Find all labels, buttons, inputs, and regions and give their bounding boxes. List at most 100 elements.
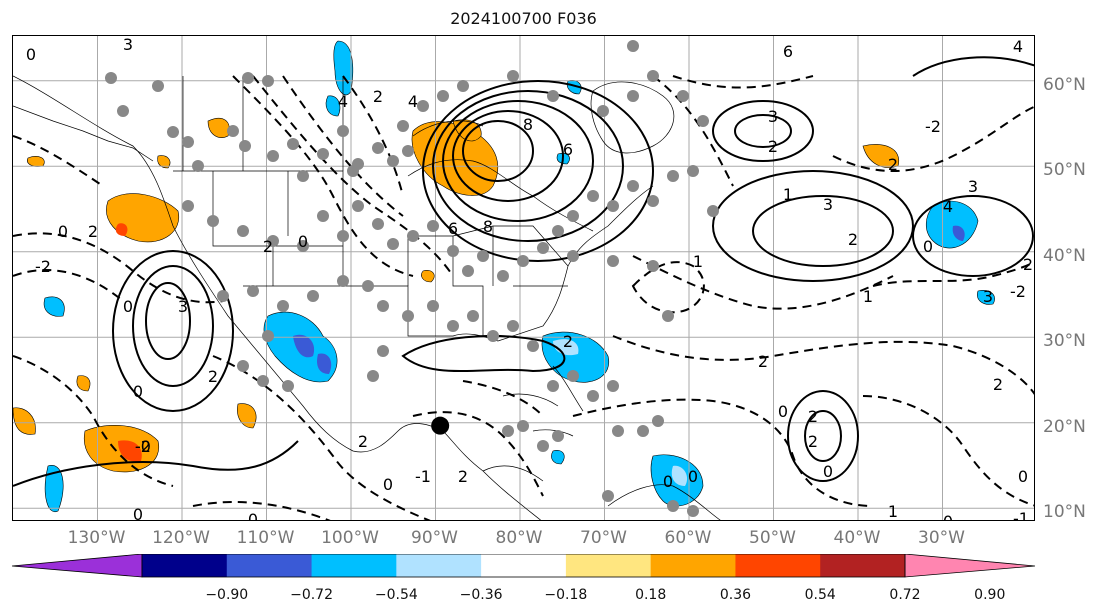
contour-label: 8	[523, 115, 533, 134]
station-dot	[647, 260, 659, 272]
station-dot	[507, 320, 519, 332]
colorbar-tick-label: 0.54	[804, 587, 836, 603]
contour-label: -1	[1013, 509, 1029, 521]
station-dot	[317, 148, 329, 160]
station-dot	[587, 190, 599, 202]
latitude-label: 60°N	[1043, 74, 1086, 95]
station-dot	[297, 240, 309, 252]
contour-label: -2	[1010, 282, 1026, 301]
station-dot	[317, 210, 329, 222]
station-dot	[437, 90, 449, 102]
colorbar-tick-label: −0.90	[205, 587, 249, 603]
contour-label: 0	[248, 510, 258, 521]
contour-label: -2	[135, 437, 151, 456]
latitude-label: 10°N	[1043, 502, 1086, 523]
longitude-label: 120°W	[152, 528, 210, 548]
contour-label: 2	[263, 237, 273, 256]
station-dot	[402, 145, 414, 157]
station-dot	[662, 310, 674, 322]
colorbar-tick-label: 0.36	[719, 587, 752, 603]
contour-label: 1	[693, 252, 703, 271]
colorbar-tick-label: −0.36	[459, 587, 503, 603]
station-dot	[612, 425, 624, 437]
contour-label: 2	[993, 375, 1003, 394]
station-dot	[182, 200, 194, 212]
longitude-label: 30°W	[918, 528, 965, 548]
station-dot	[552, 225, 564, 237]
station-dot	[267, 150, 279, 162]
station-dot	[192, 160, 204, 172]
colorbar-tick-label: −0.72	[290, 587, 333, 603]
contour-label: 2	[768, 137, 778, 156]
colorbar-outline	[141, 554, 906, 578]
latitude-label: 30°N	[1043, 331, 1086, 352]
colorbar-tick-label: −0.54	[374, 587, 418, 603]
contour-label: 2	[373, 87, 383, 106]
contour-label: 4	[408, 92, 418, 111]
contour-label: -2	[925, 117, 941, 136]
contour-label: 0	[923, 237, 933, 256]
contour-label: 0	[133, 382, 143, 401]
station-dot	[687, 165, 699, 177]
station-dot	[372, 142, 384, 154]
station-dot	[417, 100, 429, 112]
colorbar-segment	[820, 554, 906, 577]
colorbar-segment	[311, 554, 397, 577]
station-dot	[647, 70, 659, 82]
contour-label: 4	[1013, 37, 1023, 56]
station-dot	[427, 300, 439, 312]
station-dot	[547, 90, 559, 102]
contour-label: 4	[338, 92, 348, 111]
map-panel[interactable]: 0 3 6 4 0 2 -2 3 0 2 0 -2 -0 0 0 8 6 4 2 4 8 6 0 2 1 2 2 0 2 2 0 2 0 0 -1 1…	[12, 35, 1035, 521]
contour-label: 0	[26, 45, 36, 64]
station-dot	[267, 235, 279, 247]
station-dot	[497, 270, 509, 282]
station-dot	[387, 238, 399, 250]
station-dot	[567, 250, 579, 262]
station-dot	[507, 70, 519, 82]
station-dot	[447, 320, 459, 332]
lat-lon-grid	[13, 36, 1034, 520]
contour-label: 2	[88, 222, 98, 241]
height-contours	[13, 56, 1034, 487]
station-dot	[502, 425, 514, 437]
station-dot	[567, 210, 579, 222]
station-dot	[487, 330, 499, 342]
station-dot	[477, 250, 489, 262]
colorbar-segment	[481, 554, 567, 577]
dashed-contours	[13, 75, 1034, 520]
station-dot	[152, 80, 164, 92]
station-dot	[167, 126, 179, 138]
contour-label: 0	[298, 232, 308, 251]
station-dot	[467, 310, 479, 322]
station-dot	[627, 90, 639, 102]
contour-label: 2	[808, 407, 818, 426]
station-dot	[227, 125, 239, 137]
contour-label: 2	[458, 467, 468, 486]
contour-label: 0	[383, 475, 393, 494]
station-dot	[687, 505, 699, 517]
contour-label: -0	[135, 437, 151, 456]
station-dot	[517, 420, 529, 432]
longitude-label: 70°W	[580, 528, 627, 548]
storm-center-marker[interactable]	[431, 416, 450, 435]
station-dot	[637, 425, 649, 437]
station-dot	[567, 370, 579, 382]
contour-label: 0	[823, 462, 833, 481]
station-dot	[537, 242, 549, 254]
contour-label: 3	[178, 297, 188, 316]
station-dot	[457, 80, 469, 92]
contour-label: 2	[848, 230, 858, 249]
colorbar-tick-label: 0.18	[635, 587, 667, 603]
station-dot	[239, 140, 251, 152]
station-dot	[627, 180, 639, 192]
colorbar-segment	[396, 554, 482, 577]
latitude-label: 20°N	[1043, 416, 1086, 437]
station-dot	[277, 300, 289, 312]
contour-label: 3	[823, 195, 833, 214]
coastlines	[13, 75, 721, 520]
station-dot	[602, 490, 614, 502]
contour-label: 1	[863, 287, 873, 306]
colorbar-segment	[226, 554, 313, 577]
